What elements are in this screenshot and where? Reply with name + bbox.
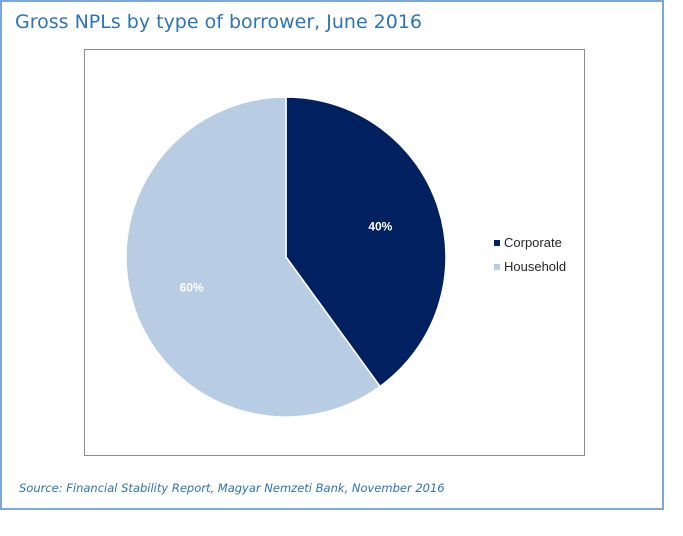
chart-title: Gross NPLs by type of borrower, June 201… — [15, 11, 423, 33]
pie-chart: 40% 60% — [125, 96, 447, 418]
source-note: Source: Financial Stability Report, Magy… — [19, 481, 445, 495]
legend-label-corporate: Corporate — [504, 235, 562, 250]
pie-slice-household — [125, 96, 382, 418]
legend-item-corporate: Corporate — [494, 235, 566, 259]
data-label-corporate: 40% — [368, 219, 392, 233]
pie-slice-corporate — [285, 96, 447, 388]
legend: Corporate Household — [494, 235, 566, 283]
legend-swatch-corporate — [494, 239, 500, 246]
chart-frame: Gross NPLs by type of borrower, June 201… — [0, 0, 664, 510]
data-label-household: 60% — [180, 281, 204, 295]
legend-item-household: Household — [494, 259, 566, 283]
legend-swatch-household — [494, 263, 500, 270]
legend-label-household: Household — [504, 259, 567, 274]
